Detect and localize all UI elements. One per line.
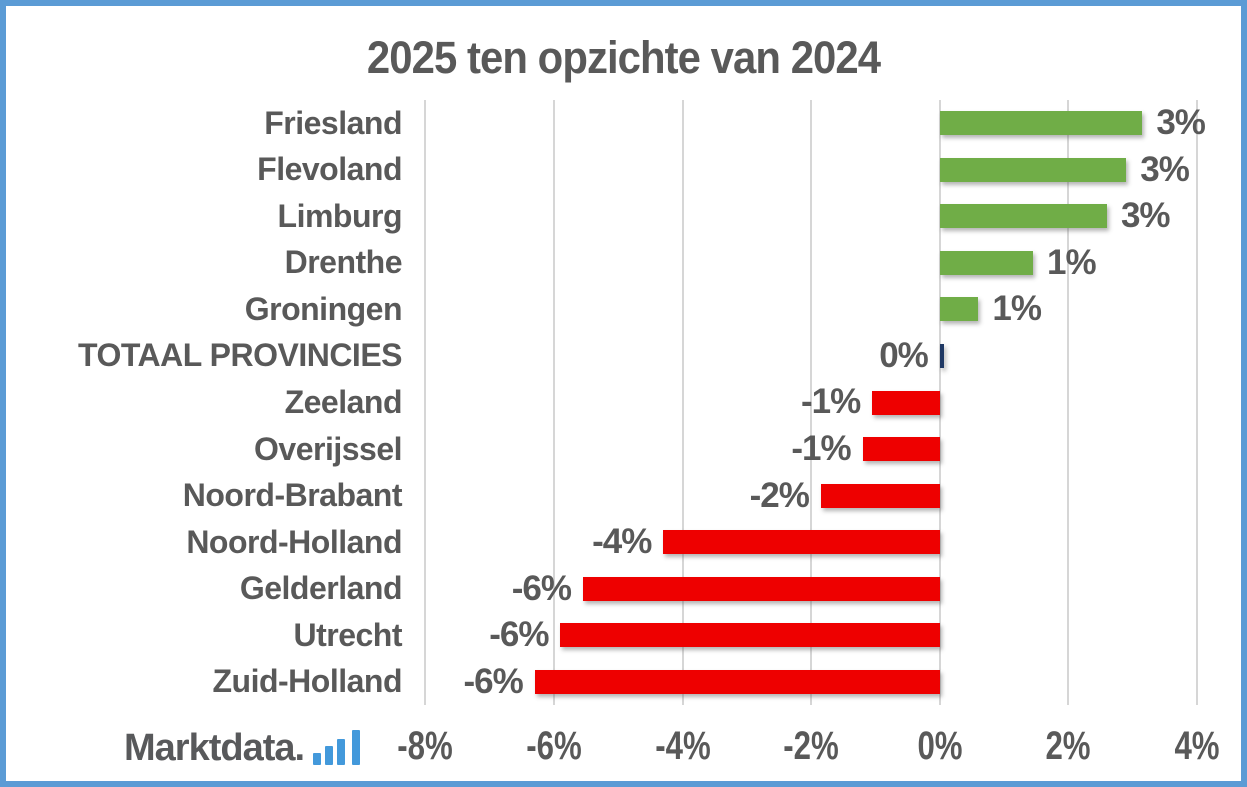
bar xyxy=(939,343,944,368)
bar xyxy=(534,669,940,694)
category-label: Gelderland xyxy=(239,570,403,607)
logo-bar-medium xyxy=(325,746,334,765)
bar xyxy=(560,623,940,648)
value-label: 3% xyxy=(1156,103,1206,143)
x-tick-label: -2% xyxy=(783,723,839,768)
x-tick-label: 4% xyxy=(1174,723,1220,768)
gridline xyxy=(681,100,684,705)
gridline xyxy=(553,100,556,705)
category-label: Utrecht xyxy=(293,616,402,653)
category-label: Zeeland xyxy=(284,383,403,420)
bar-chart-nl-icon xyxy=(309,730,361,765)
category-label: Friesland xyxy=(264,104,402,141)
bar xyxy=(663,530,940,555)
logo-bar-large xyxy=(337,739,346,765)
bar xyxy=(939,297,979,322)
chart-title: 2025 ten opzichte van 2024 xyxy=(366,32,881,83)
value-label: -6% xyxy=(463,661,523,701)
bar xyxy=(582,576,940,601)
value-label: -6% xyxy=(489,615,549,655)
bar xyxy=(820,483,940,508)
value-label: -2% xyxy=(749,475,810,515)
x-tick-label: 0% xyxy=(917,723,963,768)
value-label: 1% xyxy=(1047,242,1097,282)
value-label: 3% xyxy=(1140,149,1190,189)
gridline xyxy=(1195,100,1198,705)
bar xyxy=(939,157,1127,182)
category-label: Flevoland xyxy=(257,151,402,188)
bar xyxy=(872,390,940,415)
category-label: Noord-Holland xyxy=(186,523,402,560)
category-label: Noord-Brabant xyxy=(182,477,403,514)
x-tick-label: 2% xyxy=(1045,723,1091,768)
x-tick-label: -4% xyxy=(654,723,711,768)
logo-bar-l xyxy=(352,730,361,765)
x-tick-label: -6% xyxy=(526,723,582,768)
bar xyxy=(862,437,940,462)
logo-text: Marktdata. xyxy=(124,727,305,769)
gridline xyxy=(424,100,427,705)
marktdata-logo: Marktdata. xyxy=(124,718,361,774)
value-label: -4% xyxy=(592,522,652,562)
category-label: TOTAAL PROVINCIES xyxy=(78,337,402,374)
gridline xyxy=(810,100,813,705)
value-label: -1% xyxy=(801,382,861,422)
category-label: Limburg xyxy=(277,197,403,234)
category-label: Drenthe xyxy=(284,244,403,281)
gridline xyxy=(938,100,941,705)
category-label: Groningen xyxy=(244,290,403,327)
bar xyxy=(939,250,1034,275)
logo-bar-small xyxy=(313,753,322,765)
value-label: -6% xyxy=(511,568,572,608)
bar xyxy=(939,204,1107,229)
category-label: Zuid-Holland xyxy=(212,663,402,700)
value-label: -1% xyxy=(791,429,851,469)
value-label: 0% xyxy=(879,335,929,375)
bar xyxy=(939,111,1143,136)
category-label: Overijssel xyxy=(254,430,403,467)
value-label: 3% xyxy=(1120,196,1171,236)
x-tick-label: -8% xyxy=(397,723,454,768)
value-label: 1% xyxy=(992,289,1042,329)
gridline xyxy=(1067,100,1070,705)
